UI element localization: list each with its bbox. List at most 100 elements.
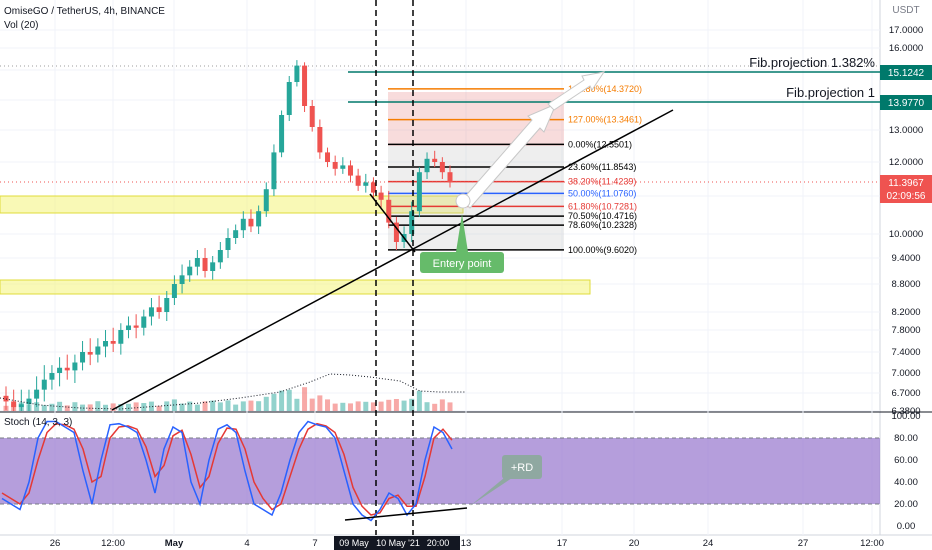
price-tick-label: 12.0000 (889, 157, 923, 168)
candle-body (409, 211, 415, 234)
volume-bar (393, 399, 399, 411)
price-tick-label: 7.8000 (891, 325, 920, 336)
time-axis-ticks: 26 12:00 May 4 7 13 17 20 24 27 12:00 (50, 538, 884, 549)
candle-body (95, 346, 101, 355)
volume-bar (432, 403, 438, 411)
entry-callout-box (420, 252, 504, 273)
candle-body (271, 152, 277, 190)
candle-body (64, 367, 70, 371)
stoch-k-line (1, 420, 453, 522)
projection-arrow-big (461, 103, 557, 209)
candle-body (263, 189, 269, 212)
volume-label: Vol (20) (4, 20, 38, 31)
candle-body (378, 192, 384, 200)
price-tick-label: 16.0000 (889, 43, 923, 54)
stoch-tick-label: 100.00 (891, 411, 920, 422)
tag-last-price-text: 11.3967 (888, 178, 924, 189)
candle-body (302, 65, 308, 106)
candle-body (340, 165, 346, 169)
volume-bar (416, 390, 422, 411)
volume-bar (133, 402, 139, 411)
time-tick-label: 13 (461, 538, 472, 549)
volume-bar (279, 390, 285, 411)
candle-body (110, 341, 116, 344)
tag-fib-1 (880, 95, 932, 110)
time-highlight-mid: 10 May '21 (376, 538, 420, 548)
candle-body (317, 127, 323, 153)
candle-body (279, 115, 285, 153)
volume-bar (194, 404, 200, 411)
stoch-band (0, 438, 880, 504)
candle-body (225, 238, 231, 250)
candle-body (447, 172, 453, 183)
entry-circle (455, 193, 471, 209)
candle-body (18, 404, 24, 408)
candle-body (164, 298, 170, 312)
candle-body (424, 158, 430, 173)
candle-body (118, 330, 124, 344)
price-tick-label: 13.0000 (889, 125, 923, 136)
volume-bar (118, 404, 124, 411)
candle-body (41, 379, 47, 390)
time-tick-label: 12:00 (101, 538, 125, 549)
stoch-label: Stoch (14, 3, 3) (4, 417, 72, 428)
candle-body (49, 373, 55, 380)
volume-bar (256, 401, 262, 411)
volume-bar (325, 399, 331, 411)
candle-body (386, 199, 392, 223)
fib-level-label: 61.80%(10.7281) (568, 201, 637, 211)
candle-body (217, 250, 223, 263)
stoch-axis-ticks: 100.00 80.00 60.00 40.00 20.00 0.00 (891, 411, 920, 532)
candle-body (103, 341, 109, 347)
tag-fib-1382-text: 15.1242 (888, 68, 925, 79)
volume-bar (171, 399, 177, 411)
rd-callout-box (502, 455, 542, 479)
volume-bar (409, 398, 415, 411)
volume-bar (370, 402, 376, 411)
volume-bar (225, 400, 231, 411)
volume-bar (125, 403, 131, 411)
volume-bar (386, 399, 392, 411)
price-tick-label: 7.4000 (891, 347, 920, 358)
fib-level-label: 50.00%(11.0760) (568, 188, 636, 198)
volume-bar (156, 405, 162, 411)
volume-bar (447, 402, 453, 411)
volume-bar (217, 402, 223, 411)
volume-bar (263, 396, 269, 411)
volume-bar (302, 387, 308, 411)
candle-body (171, 284, 177, 298)
volume-bar (49, 403, 55, 411)
stoch-tick-label: 40.00 (894, 477, 918, 488)
volume-bar (72, 402, 78, 411)
pullback-line (369, 193, 416, 253)
fib-projection-1-label: Fib.projection 1 (786, 85, 875, 100)
volume-bar (103, 404, 109, 411)
candle-body (233, 230, 239, 238)
volume-bar (164, 401, 170, 411)
candle-body (141, 316, 147, 328)
price-tick-label: 7.0000 (891, 368, 920, 379)
volume-bar (378, 401, 384, 411)
candle-body (294, 65, 300, 82)
candle-body (11, 401, 17, 408)
trend-line (111, 109, 674, 411)
candle-body (194, 258, 200, 267)
currency-label: USDT (892, 5, 919, 16)
volume-bar (340, 402, 346, 411)
entry-point-label: Entery point (433, 258, 492, 270)
volume-bar (294, 398, 300, 411)
candle-body (416, 172, 422, 212)
volume-bar (309, 398, 315, 411)
volume-bar (87, 404, 93, 411)
candle-body (26, 398, 32, 405)
fib-level-label: 161.80%(14.3720) (568, 84, 642, 94)
price-tick-label: 8.8000 (891, 279, 920, 290)
candle-body (332, 162, 338, 169)
tag-countdown-text: 02:09:56 (887, 191, 926, 202)
time-highlight-right: 20:00 (427, 538, 450, 548)
candle-body (355, 175, 361, 186)
projection-arrow-small (547, 71, 606, 111)
candle-body (286, 82, 292, 115)
fib-projection-1382-label: Fib.projection 1.382% (749, 55, 875, 70)
